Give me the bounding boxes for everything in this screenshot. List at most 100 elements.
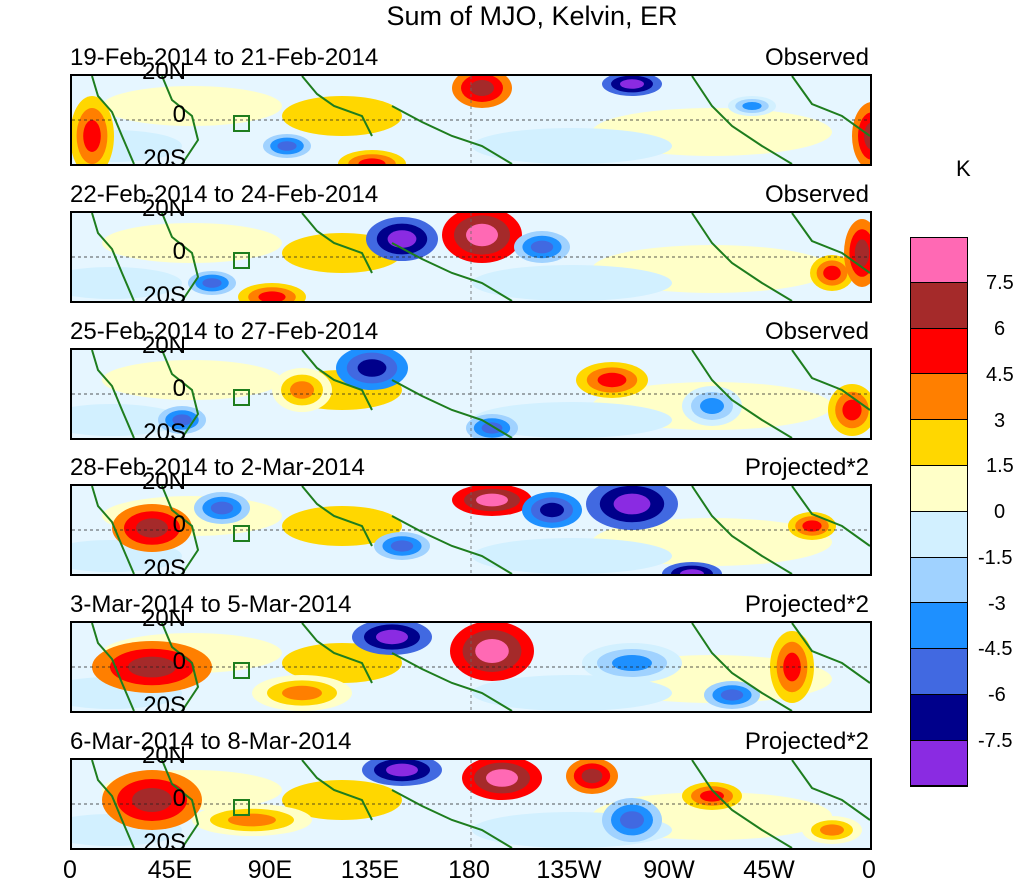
panel-kind: Projected*2 (744, 728, 869, 755)
anomaly-region (742, 102, 762, 110)
anomaly-region (486, 769, 518, 787)
coastline (691, 486, 793, 574)
anomaly-region (540, 502, 564, 518)
coastline (691, 350, 793, 438)
colorbar-label: -4.5 (978, 638, 1013, 660)
anomaly-map (70, 348, 872, 440)
anomaly-region (202, 278, 222, 288)
anomaly-region (802, 520, 822, 532)
panel-kind: Projected*2 (744, 591, 869, 618)
anomaly-region (472, 402, 672, 438)
anomaly-region (136, 518, 168, 538)
colorbar-swatch (910, 694, 968, 741)
coastline (301, 350, 373, 411)
anomaly-region (228, 813, 276, 827)
anomaly-region (475, 639, 509, 663)
coastline (791, 350, 870, 411)
coastline (161, 350, 200, 438)
anomaly-region (282, 685, 322, 701)
lat-label: 0 (172, 511, 186, 538)
lat-label: 20N (141, 195, 186, 222)
lat-label: 20N (141, 58, 186, 85)
contour-field (72, 213, 870, 301)
region-box (233, 389, 250, 406)
anomaly-region (680, 569, 704, 574)
contour-field (72, 760, 870, 848)
anomaly-region (472, 128, 672, 164)
lat-label: 20N (141, 468, 186, 495)
panel-kind: Projected*2 (744, 454, 869, 481)
colorbar-swatch (910, 374, 968, 421)
anomaly-region (476, 493, 508, 507)
anomaly-region (620, 79, 644, 89)
anomaly-region (386, 763, 418, 777)
colorbar-swatch (910, 649, 968, 695)
anomaly-region (864, 122, 870, 150)
anomaly-region (700, 398, 724, 414)
anomaly-region (472, 675, 672, 711)
panel-date-range: 22-Feb-2014 to 24-Feb-2014 (70, 181, 379, 208)
coastline (301, 486, 373, 547)
colorbar-label: 0 (994, 501, 1006, 523)
lon-label: 90W (643, 856, 695, 884)
lat-label: 20S (143, 282, 186, 309)
coastline (301, 213, 373, 274)
colorbar-label: -1.5 (978, 547, 1013, 569)
anomaly-region (282, 506, 402, 546)
panel-kind: Observed (764, 318, 869, 345)
anomaly-region (720, 689, 744, 701)
region-box (233, 799, 250, 816)
anomaly-region (466, 223, 498, 247)
anomaly-map (70, 484, 872, 576)
coastline (691, 760, 793, 848)
anomaly-region (481, 422, 503, 434)
coastline (791, 760, 870, 821)
coastline (391, 242, 513, 301)
coastline (391, 105, 513, 164)
colorbar (910, 237, 968, 787)
contour-field (72, 76, 870, 164)
anomaly-region (620, 811, 644, 829)
anomaly-region (700, 790, 724, 802)
anomaly-region (210, 501, 234, 515)
lon-label: 0 (63, 856, 77, 884)
anomaly-region (376, 629, 408, 645)
colorbar-label: -3 (988, 593, 1006, 615)
coastline (791, 623, 870, 684)
anomaly-region (282, 780, 402, 820)
colorbar-swatch (910, 511, 968, 558)
coastline (691, 76, 793, 164)
anomaly-map (70, 758, 872, 850)
lat-label: 20S (143, 145, 186, 172)
map-panel: 19-Feb-2014 to 21-Feb-2014 Observed (0, 40, 900, 176)
panel-kind: Observed (764, 44, 869, 71)
coastline (161, 486, 200, 574)
colorbar-swatch (910, 420, 968, 466)
anomaly-region (842, 399, 862, 421)
map-panel: 22-Feb-2014 to 24-Feb-2014 Observed (0, 177, 900, 313)
anomaly-region (597, 372, 627, 388)
anomaly-region (172, 414, 192, 426)
colorbar-swatch (910, 282, 968, 329)
lat-label: 20N (141, 605, 186, 632)
lat-label: 0 (172, 785, 186, 812)
lat-label: 0 (172, 238, 186, 265)
colorbar-swatch (910, 465, 968, 512)
colorbar-swatch (910, 603, 968, 650)
coastline (791, 486, 870, 547)
coastline (691, 623, 793, 711)
contour-field (72, 623, 870, 711)
coastline (161, 76, 200, 164)
anomaly-region (258, 291, 286, 301)
anomaly-region (581, 768, 603, 784)
panel-date-range: 25-Feb-2014 to 27-Feb-2014 (70, 318, 379, 345)
anomaly-region (530, 240, 554, 254)
colorbar-label: -6 (988, 684, 1006, 706)
coastline (91, 76, 135, 164)
colorbar-label: 1.5 (986, 455, 1014, 477)
lat-label: 20N (141, 332, 186, 359)
region-box (233, 252, 250, 269)
panel-date-range: 28-Feb-2014 to 2-Mar-2014 (70, 454, 365, 481)
lat-label: 20S (143, 692, 186, 719)
anomaly-region (132, 788, 172, 812)
